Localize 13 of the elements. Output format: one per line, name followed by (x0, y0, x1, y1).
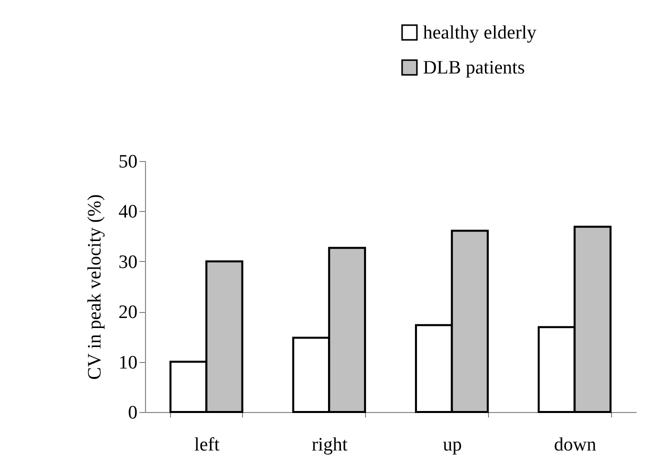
y-axis-title: CV in peak velocity (%) (84, 194, 106, 380)
y-tick-label: 30 (118, 252, 138, 273)
y-tick-label: 20 (118, 302, 138, 324)
x-tick-label: right (312, 434, 348, 456)
y-tick-label: 10 (118, 352, 138, 374)
x-tick-label: left (194, 434, 220, 456)
legend-label: healthy elderly (423, 22, 537, 44)
x-tick-label: up (442, 434, 462, 456)
y-tick-label: 50 (118, 152, 138, 172)
x-tick-label: down (554, 434, 597, 456)
y-tick-label: 0 (128, 402, 138, 424)
legend-label: DLB patients (423, 58, 525, 78)
y-tick-label: 40 (118, 202, 138, 223)
